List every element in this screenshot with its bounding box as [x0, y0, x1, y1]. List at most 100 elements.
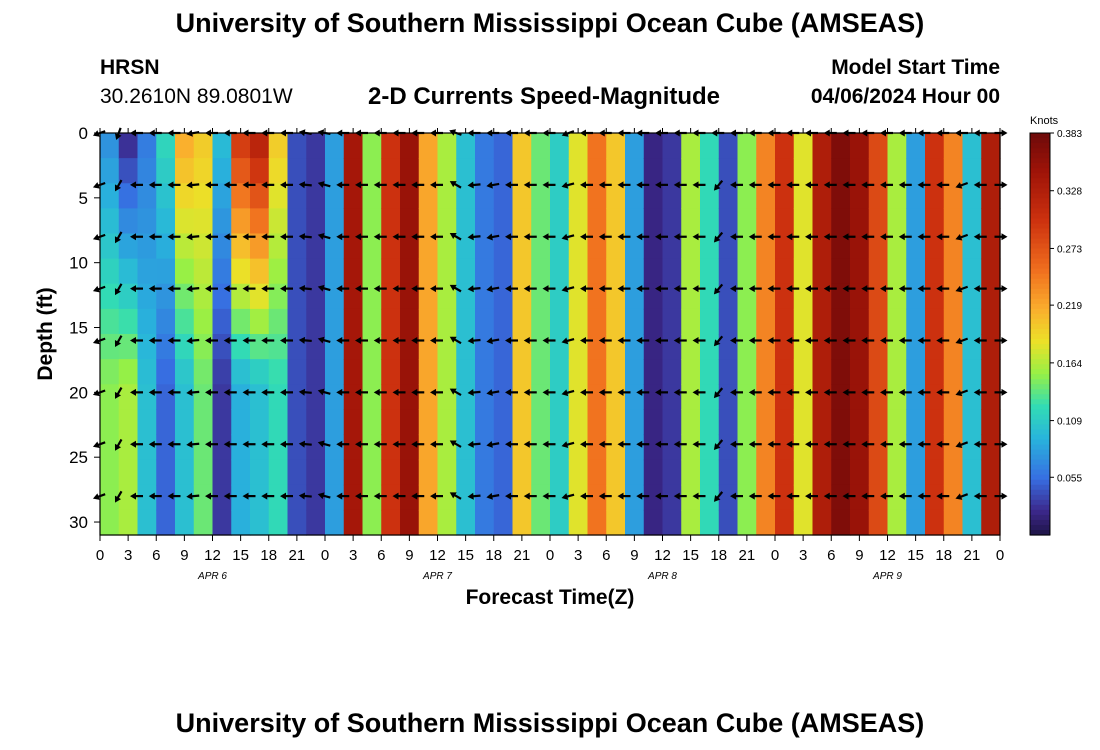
current-vector — [449, 440, 462, 448]
heat-cell — [362, 158, 382, 184]
heat-cell — [662, 384, 682, 410]
heat-cell — [568, 133, 589, 159]
current-speed-chart: 0 3 6 9 12 15 18 21 0 3 6 9 12 15 18 21 0 3 6 9 12 15 18 21 0 3 6 9… — [34, 115, 1082, 609]
current-vector — [842, 181, 856, 189]
heat-cell — [118, 434, 139, 461]
heat-cell — [606, 409, 626, 436]
current-vector — [861, 233, 875, 241]
heat-cell — [231, 484, 251, 511]
vector-head — [561, 233, 569, 241]
heat-cell — [831, 208, 851, 235]
vector-head — [148, 440, 155, 448]
heat-cell — [625, 133, 645, 159]
vector-head — [748, 492, 755, 500]
current-vector — [523, 233, 537, 241]
heat-cell — [606, 384, 626, 410]
colorbar-segment — [1030, 203, 1050, 209]
vector-head — [261, 440, 268, 448]
vector-head — [561, 285, 569, 293]
heat-cell — [400, 158, 420, 184]
current-vector — [636, 388, 650, 396]
heat-cell — [700, 359, 720, 385]
heat-cell — [212, 434, 232, 461]
heat-cell — [568, 158, 589, 184]
vector-head — [748, 233, 755, 241]
heat-cell — [643, 384, 664, 410]
heat-cell — [175, 384, 195, 410]
heat-cell — [737, 308, 757, 335]
heat-cell — [925, 459, 945, 486]
x-tick-label: 0 — [96, 547, 104, 564]
heat-cell — [831, 434, 851, 461]
vector-head — [842, 388, 849, 396]
current-vector — [280, 440, 293, 448]
current-vector — [242, 233, 256, 241]
vector-head — [542, 285, 549, 293]
current-vector — [561, 337, 575, 345]
colorbar: Knots 0.383 0.328 0.273 0.219 0.164 0.109 0.055 — [1029, 115, 1082, 536]
vector-head — [542, 440, 549, 448]
current-vector — [617, 181, 631, 189]
heat-cell — [231, 509, 251, 536]
vector-head — [336, 440, 343, 448]
colorbar-segment — [1030, 519, 1050, 526]
vector-head — [430, 336, 436, 344]
x-tick-label: 0 — [771, 547, 779, 564]
vector-head — [805, 233, 811, 241]
current-vector — [823, 285, 837, 293]
heat-cell — [756, 208, 776, 235]
heat-cell — [700, 133, 720, 159]
heat-cell — [793, 459, 814, 486]
colorbar-segment — [1030, 474, 1050, 481]
current-vector — [148, 336, 162, 344]
heat-cell — [156, 434, 176, 461]
heat-cell — [418, 509, 439, 536]
heat-cell — [250, 409, 270, 436]
vector-head — [148, 492, 155, 500]
heat-cell — [287, 183, 307, 209]
current-vector — [561, 233, 575, 241]
vector-head — [355, 388, 361, 396]
heat-cell — [212, 359, 232, 385]
heat-cell — [643, 409, 664, 436]
colorbar-segment — [1030, 178, 1050, 184]
current-vector — [242, 181, 256, 189]
heat-cell — [568, 359, 589, 385]
vector-head — [713, 494, 721, 502]
vector-head — [955, 233, 963, 241]
heat-cell — [493, 359, 514, 385]
colorbar-segment — [1030, 524, 1050, 531]
heat-cell — [662, 258, 682, 285]
heat-cell — [831, 133, 851, 159]
vector-head — [373, 440, 380, 448]
current-vector — [298, 492, 312, 500]
heat-cell — [868, 158, 889, 184]
heat-cell — [381, 459, 401, 486]
heat-cell — [418, 409, 439, 436]
heat-cell — [737, 233, 757, 260]
current-vector — [823, 388, 837, 396]
x-axis-label: Forecast Time(Z) — [466, 586, 635, 609]
vector-head — [748, 285, 755, 293]
current-vector — [973, 388, 987, 396]
colorbar-segment — [1030, 193, 1050, 199]
colorbar-segment — [1030, 308, 1050, 315]
current-vector — [148, 285, 162, 293]
vector-head — [767, 285, 774, 293]
vector-head — [130, 336, 136, 344]
heat-cell — [643, 208, 664, 235]
heat-cell — [418, 133, 439, 159]
current-vector — [580, 181, 593, 189]
vector-head — [242, 233, 249, 241]
heat-cell — [400, 509, 420, 536]
heat-cell — [906, 158, 926, 184]
vector-head — [955, 285, 963, 293]
vector-head — [636, 181, 643, 189]
current-vector — [786, 285, 800, 293]
current-vector — [411, 181, 425, 189]
current-vector — [205, 336, 218, 344]
current-vector — [580, 440, 593, 448]
current-vector — [449, 181, 462, 189]
heat-cell — [193, 233, 214, 260]
heat-cell — [962, 133, 982, 159]
